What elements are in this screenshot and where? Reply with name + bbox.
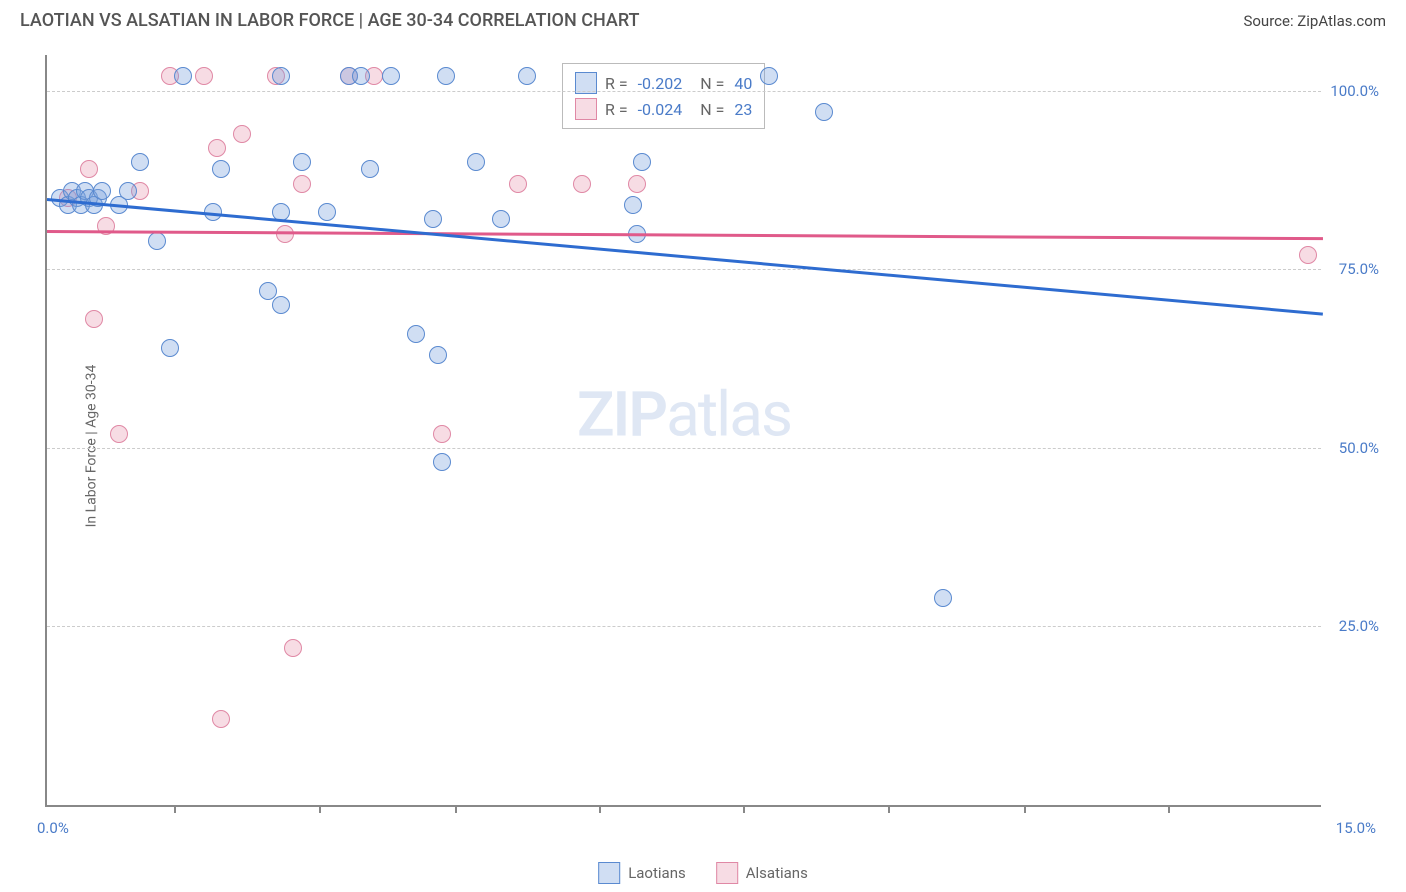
data-point	[212, 710, 230, 728]
data-point	[624, 196, 642, 214]
correlation-legend: R = -0.202 N = 40 R = -0.024 N = 23	[562, 63, 765, 129]
chart-container: In Labor Force | Age 30-34 ZIPatlas R = …	[45, 55, 1386, 837]
data-point	[467, 153, 485, 171]
data-point	[195, 67, 213, 85]
data-point	[80, 160, 98, 178]
x-tick	[174, 805, 176, 813]
r-label: R =	[605, 100, 628, 119]
data-point	[492, 210, 510, 228]
data-point	[573, 175, 591, 193]
gridline	[47, 91, 1321, 92]
data-point	[815, 103, 833, 121]
data-point	[437, 67, 455, 85]
watermark-atlas: atlas	[666, 379, 791, 452]
data-point	[407, 325, 425, 343]
gridline	[47, 269, 1321, 270]
legend-item-laotians: Laotians	[598, 862, 686, 884]
y-tick-label: 50.0%	[1339, 439, 1379, 457]
source-label: Source: ZipAtlas.com	[1243, 12, 1386, 30]
data-point	[212, 160, 230, 178]
data-point	[429, 346, 447, 364]
trend-line	[47, 198, 1323, 315]
legend-swatch-pink	[575, 98, 597, 120]
x-tick	[743, 805, 745, 813]
data-point	[272, 67, 290, 85]
chart-title: LAOTIAN VS ALSATIAN IN LABOR FORCE | AGE…	[20, 10, 640, 31]
n-label: N =	[700, 100, 724, 119]
watermark-zip: ZIP	[577, 379, 666, 452]
data-point	[293, 153, 311, 171]
legend-row-laotians: R = -0.202 N = 40	[575, 70, 752, 96]
x-tick	[455, 805, 457, 813]
r-value-alsatians: -0.024	[638, 100, 683, 119]
data-point	[361, 160, 379, 178]
data-point	[433, 453, 451, 471]
data-point	[272, 296, 290, 314]
data-point	[1299, 246, 1317, 264]
data-point	[934, 589, 952, 607]
r-label: R =	[605, 74, 628, 93]
data-point	[760, 67, 778, 85]
data-point	[148, 232, 166, 250]
n-value-alsatians: 23	[734, 100, 752, 119]
swatch-alsatians	[716, 862, 738, 884]
x-tick	[1024, 805, 1026, 813]
legend-label-laotians: Laotians	[628, 864, 686, 882]
y-tick-label: 100.0%	[1330, 82, 1379, 100]
data-point	[161, 339, 179, 357]
data-point	[382, 67, 400, 85]
n-value-laotians: 40	[734, 74, 752, 93]
data-point	[433, 425, 451, 443]
x-tick	[599, 805, 601, 813]
n-label: N =	[700, 74, 724, 93]
data-point	[119, 182, 137, 200]
data-point	[509, 175, 527, 193]
swatch-laotians	[598, 862, 620, 884]
data-point	[233, 125, 251, 143]
y-tick-label: 75.0%	[1339, 260, 1379, 278]
x-axis-min: 0.0%	[37, 819, 69, 837]
gridline	[47, 626, 1321, 627]
data-point	[518, 67, 536, 85]
series-legend: Laotians Alsatians	[598, 862, 808, 884]
legend-label-alsatians: Alsatians	[746, 864, 808, 882]
gridline	[47, 448, 1321, 449]
data-point	[93, 182, 111, 200]
data-point	[208, 139, 226, 157]
data-point	[293, 175, 311, 193]
plot-area: ZIPatlas R = -0.202 N = 40 R = -0.024 N …	[45, 55, 1321, 807]
r-value-laotians: -0.202	[638, 74, 683, 93]
data-point	[85, 310, 103, 328]
data-point	[424, 210, 442, 228]
data-point	[284, 639, 302, 657]
trend-line	[47, 230, 1323, 240]
chart-header: LAOTIAN VS ALSATIAN IN LABOR FORCE | AGE…	[0, 0, 1406, 31]
data-point	[110, 425, 128, 443]
x-tick	[319, 805, 321, 813]
watermark: ZIPatlas	[577, 379, 791, 452]
data-point	[352, 67, 370, 85]
y-tick-label: 25.0%	[1339, 617, 1379, 635]
data-point	[131, 153, 149, 171]
data-point	[174, 67, 192, 85]
data-point	[628, 175, 646, 193]
x-tick	[888, 805, 890, 813]
x-axis-max: 15.0%	[1336, 819, 1376, 837]
data-point	[318, 203, 336, 221]
legend-row-alsatians: R = -0.024 N = 23	[575, 96, 752, 122]
legend-item-alsatians: Alsatians	[716, 862, 808, 884]
data-point	[633, 153, 651, 171]
x-tick	[1168, 805, 1170, 813]
